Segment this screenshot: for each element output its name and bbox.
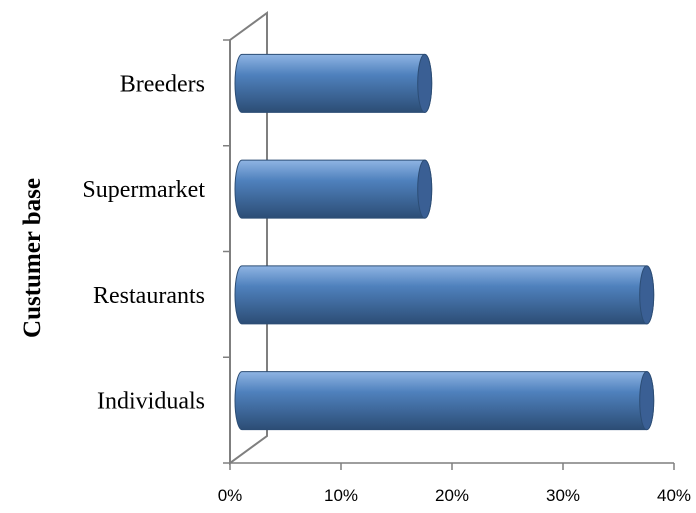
bar-body xyxy=(234,265,655,325)
category-label: Individuals xyxy=(97,389,205,415)
category-label: Breeders xyxy=(120,71,205,97)
x-tick-label: 30% xyxy=(546,486,580,505)
category-label: Supermarket xyxy=(82,177,205,203)
bar-end-cap xyxy=(639,371,655,431)
x-tick-label: 20% xyxy=(435,486,469,505)
bar-end-cap xyxy=(417,53,433,113)
bar xyxy=(234,53,433,113)
bars-layer xyxy=(234,53,655,431)
x-tick-label: 0% xyxy=(218,486,243,505)
axes-layer xyxy=(223,11,675,470)
bar-body xyxy=(234,53,433,113)
bar-end-cap xyxy=(639,265,655,325)
x-tick-label: 40% xyxy=(657,486,691,505)
bar-body xyxy=(234,159,433,219)
side-wall xyxy=(229,11,268,465)
bar xyxy=(234,265,655,325)
x-tick-label: 10% xyxy=(324,486,358,505)
bar xyxy=(234,371,655,431)
category-label: Restaurants xyxy=(93,283,205,309)
labels-layer: 0% 10% 20% 30% 40% Individuals Restaurants Supe… xyxy=(82,71,691,505)
y-axis-title: Custumer base xyxy=(19,178,46,338)
bar-end-cap xyxy=(417,159,433,219)
bar xyxy=(234,159,433,219)
bar-body xyxy=(234,371,655,431)
